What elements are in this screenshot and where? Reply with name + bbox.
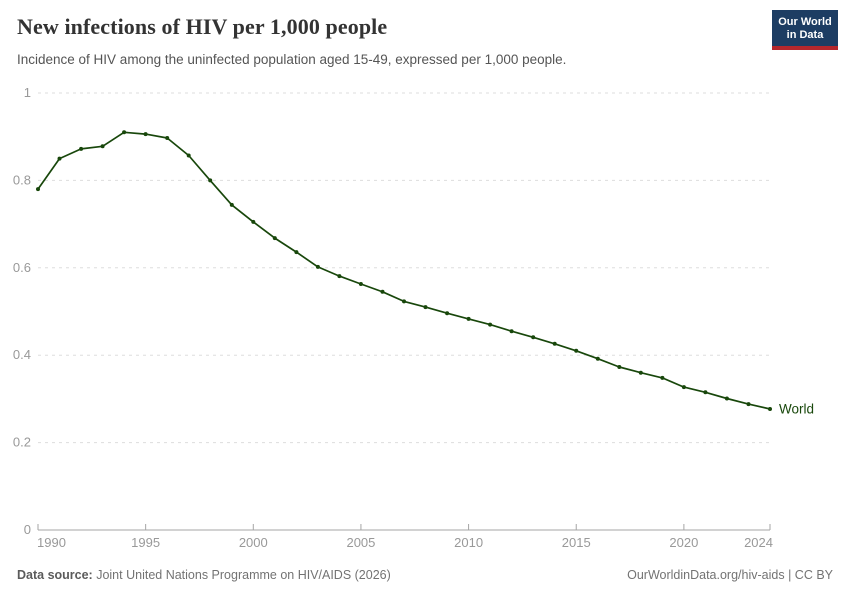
owid-logo[interactable]: Our World in Data [772,10,838,51]
data-point[interactable] [143,132,148,137]
trend-line[interactable] [37,131,771,410]
series-end-label: World [779,401,814,416]
data-point[interactable] [445,311,450,316]
data-point[interactable] [681,385,686,390]
data-point[interactable] [402,299,406,304]
data-point[interactable] [358,282,363,286]
data-point[interactable] [165,136,170,140]
data-point[interactable] [36,187,40,192]
data-point[interactable] [315,264,320,269]
data-point[interactable] [768,407,772,411]
data-point[interactable] [380,289,385,294]
data-point[interactable] [79,146,84,151]
data-point[interactable] [746,402,751,407]
data-point[interactable] [617,365,622,369]
data-point[interactable] [724,396,729,401]
line-chart: 0 0.2 0.4 0.6 0.8 1 1990 1995 2000 2005 2010 2015 20… [0,85,850,555]
y-tick-label: 0 [24,522,31,537]
y-tick-label: 0.6 [13,260,31,275]
data-point[interactable] [208,178,213,183]
chart-subtitle: Incidence of HIV among the uninfected po… [17,52,567,67]
x-tick-label: 2024 [744,535,773,550]
data-point[interactable] [57,156,62,161]
page-title: New infections of HIV per 1,000 people [17,14,388,39]
data-point[interactable] [509,329,514,334]
owid-logo-line1: Our World [778,16,832,28]
x-tick-label: 1995 [131,535,160,550]
x-tick-label: 2000 [239,535,268,550]
x-tick-label: 2005 [346,535,375,550]
data-point[interactable] [703,390,708,395]
footer: Data source: Joint United Nations Progra… [17,568,833,582]
data-point[interactable] [574,348,579,353]
data-source: Data source: Joint United Nations Progra… [17,568,391,582]
data-point[interactable] [272,236,277,241]
data-point[interactable] [337,274,342,279]
data-source-text: Joint United Nations Programme on HIV/AI… [92,568,391,582]
data-point[interactable] [531,335,536,340]
data-point[interactable] [229,202,234,207]
credit-link[interactable]: OurWorldinData.org/hiv-aids | CC BY [627,568,833,582]
data-point[interactable] [100,144,105,149]
x-tick-label: 2015 [562,535,591,550]
y-tick-label: 0.4 [13,347,31,362]
data-point[interactable] [638,370,643,375]
y-tick-label: 1 [24,85,31,100]
x-tick-label: 2020 [669,535,698,550]
data-point[interactable] [122,130,127,135]
data-point[interactable] [186,153,191,158]
data-point[interactable] [552,341,557,346]
x-tick-label: 2010 [454,535,483,550]
owid-logo-line2: in Data [786,29,824,42]
data-point[interactable] [251,219,256,224]
y-tick-label: 0.8 [13,172,31,187]
data-point[interactable] [294,250,299,255]
data-point[interactable] [595,356,600,361]
chart-canvas: 0 0.2 0.4 0.6 0.8 1 1990 1995 2000 2005 2010 2015 20… [13,85,814,550]
data-point[interactable] [488,322,493,327]
data-point[interactable] [660,375,665,380]
data-source-label: Data source: [17,568,93,582]
y-tick-label: 0.2 [13,435,31,450]
data-point[interactable] [423,305,428,310]
data-point[interactable] [466,316,471,321]
x-tick-label: 1990 [37,535,66,550]
